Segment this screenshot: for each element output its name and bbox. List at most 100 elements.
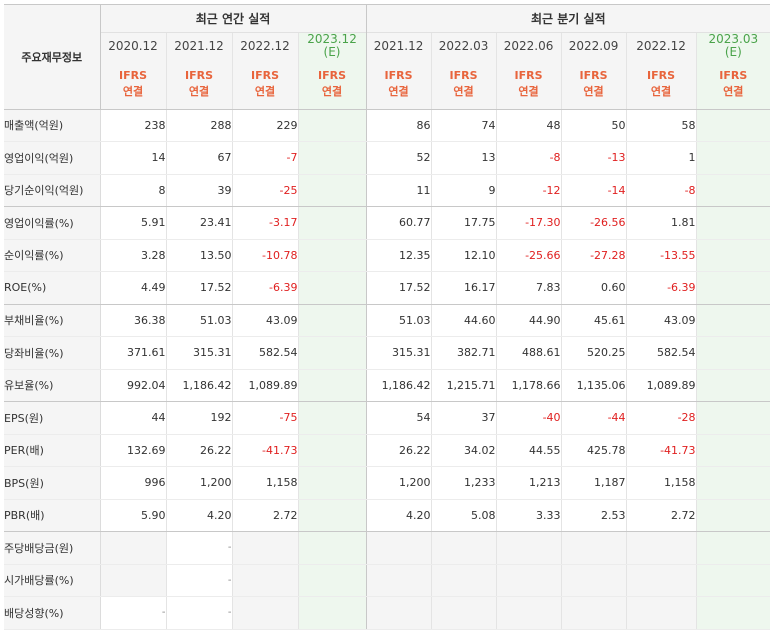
- ifrs-header: IFRS 연결: [100, 59, 166, 110]
- period-label: 2023.03: [708, 32, 759, 46]
- value-cell: 44.60: [430, 304, 497, 337]
- ifrs-header: IFRS 연결: [560, 59, 627, 110]
- table-row: 순이익률(%) 3.28 13.50 -10.78 12.35 12.10 -25.66 -2…: [4, 239, 771, 272]
- table-row: 배당성향(%) - -: [4, 596, 771, 630]
- period-header: 2022.09: [560, 32, 627, 59]
- value-cell: 54: [366, 401, 432, 435]
- value-cell: -3.17: [231, 206, 298, 240]
- value-cell: -: [165, 531, 232, 565]
- row-label: BPS(원): [4, 466, 101, 500]
- value-cell: [297, 174, 367, 207]
- value-cell: [625, 531, 697, 565]
- row-label: 매출액(억원): [4, 109, 101, 142]
- value-cell: 382.71: [430, 336, 497, 370]
- ifrs-header: IFRS 연결: [495, 59, 562, 110]
- ifrs-label: IFRS 연결: [119, 68, 147, 98]
- value-cell: [560, 596, 627, 630]
- value-cell: 1,215.71: [430, 369, 497, 402]
- value-cell: 16.17: [430, 271, 497, 305]
- row-label: ROE(%): [4, 271, 101, 305]
- value-cell: [695, 174, 771, 207]
- value-cell: [100, 564, 166, 597]
- value-cell: -8: [625, 174, 697, 207]
- period-label: 2022.09: [568, 39, 619, 53]
- ifrs-header: IFRS 연결: [430, 59, 497, 110]
- table-row: 시가배당률(%) -: [4, 564, 771, 597]
- value-cell: 520.25: [560, 336, 627, 370]
- period-label: 2022.06: [503, 39, 554, 53]
- table-row: 당좌비율(%) 371.61 315.31 582.54 315.31 382.71 488…: [4, 336, 771, 370]
- ifrs-label: IFRS 연결: [719, 68, 748, 98]
- value-cell: 315.31: [366, 336, 432, 370]
- value-cell: [297, 564, 367, 597]
- value-cell: 1,158: [231, 466, 298, 500]
- row-label: 순이익률(%): [4, 239, 101, 272]
- ifrs-header: IFRS 연결: [165, 59, 232, 110]
- value-cell: 132.69: [100, 434, 166, 467]
- value-cell: 52: [366, 141, 432, 175]
- row-label: 영업이익(억원): [4, 141, 101, 175]
- value-cell: [695, 499, 771, 532]
- value-cell: -25.66: [495, 239, 562, 272]
- value-cell: 288: [165, 109, 232, 142]
- value-cell: 44: [100, 401, 166, 435]
- value-cell: [625, 564, 697, 597]
- value-cell: 1,186.42: [165, 369, 232, 402]
- header-row-groups: 주요재무정보 최근 연간 실적 최근 분기 실적: [4, 4, 771, 110]
- period-label: 2022.12: [240, 39, 290, 53]
- period-header: 2021.12: [165, 32, 232, 59]
- value-cell: [495, 531, 562, 565]
- value-cell: 192: [165, 401, 232, 435]
- value-cell: -6.39: [231, 271, 298, 305]
- value-cell: [560, 564, 627, 597]
- value-cell: 1.81: [625, 206, 697, 240]
- value-cell: [231, 564, 298, 597]
- value-cell: 1,158: [625, 466, 697, 500]
- value-cell: [297, 271, 367, 305]
- value-cell: 4.49: [100, 271, 166, 305]
- estimate-marker: (E): [724, 45, 742, 59]
- table-row: 당기순이익(억원) 8 39 -25 11 9 -12 -14 -8: [4, 174, 771, 207]
- value-cell: 1,178.66: [495, 369, 562, 402]
- ifrs-label: IFRS 연결: [318, 68, 347, 98]
- value-cell: [366, 531, 432, 565]
- value-cell: 58: [625, 109, 697, 142]
- ifrs-header: IFRS 연결: [366, 59, 432, 110]
- value-cell: 996: [100, 466, 166, 500]
- value-cell: -: [165, 564, 232, 597]
- value-cell: 371.61: [100, 336, 166, 370]
- value-cell: 48: [495, 109, 562, 142]
- period-label: 2022.03: [438, 39, 489, 53]
- value-cell: [297, 239, 367, 272]
- value-cell: [366, 596, 432, 630]
- value-cell: 4.20: [366, 499, 432, 532]
- value-cell: -40: [495, 401, 562, 435]
- header-row-ifrs: IFRS 연결 IFRS 연결 IFRS 연결 IFRS 연결 IFRS 연결 IFRS 연결 IFRS…: [4, 59, 771, 110]
- value-cell: 1,089.89: [625, 369, 697, 402]
- value-cell: -17.30: [495, 206, 562, 240]
- table-row: 부채비율(%) 36.38 51.03 43.09 51.03 44.60 44.90 45.…: [4, 304, 771, 337]
- value-cell: 17.52: [366, 271, 432, 305]
- table-row: PBR(배) 5.90 4.20 2.72 4.20 5.08 3.33 2.53 2.72: [4, 499, 771, 532]
- value-cell: 5.08: [430, 499, 497, 532]
- ifrs-label: IFRS 연결: [647, 68, 676, 98]
- table-row: 주당배당금(원) -: [4, 531, 771, 565]
- value-cell: -: [100, 596, 166, 630]
- row-label: EPS(원): [4, 401, 101, 435]
- value-cell: [695, 239, 771, 272]
- value-cell: 9: [430, 174, 497, 207]
- period-header: 2021.12: [366, 32, 432, 59]
- period-label: 2020.12: [108, 39, 158, 53]
- ifrs-label: IFRS 연결: [449, 68, 478, 98]
- value-cell: 67: [165, 141, 232, 175]
- value-cell: 43.09: [625, 304, 697, 337]
- period-header: 2022.06: [495, 32, 562, 59]
- value-cell: 2.72: [625, 499, 697, 532]
- table-row: PER(배) 132.69 26.22 -41.73 26.22 34.02 44.55 42…: [4, 434, 771, 467]
- table-row: 유보율(%) 992.04 1,186.42 1,089.89 1,186.42 1,21…: [4, 369, 771, 402]
- value-cell: [297, 499, 367, 532]
- value-cell: 1,135.06: [560, 369, 627, 402]
- row-label: PER(배): [4, 434, 101, 467]
- value-cell: 992.04: [100, 369, 166, 402]
- period-label: 2021.12: [373, 39, 424, 53]
